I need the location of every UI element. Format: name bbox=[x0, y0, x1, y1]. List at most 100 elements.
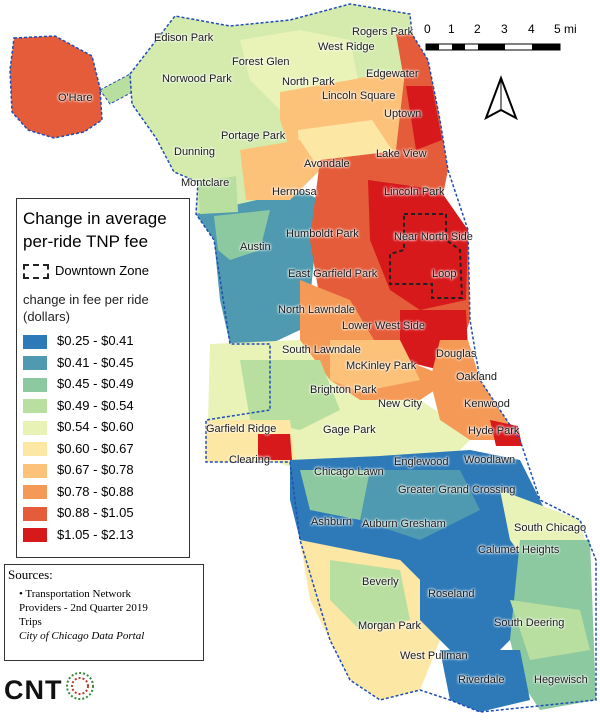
label-auburn-gresham: Auburn Gresham bbox=[362, 518, 446, 530]
label-dunning: Dunning bbox=[174, 146, 215, 158]
sources-body: • Transportation Network Providers - 2nd… bbox=[19, 588, 148, 642]
legend-downtown-zone: Downtown Zone bbox=[23, 263, 149, 280]
label-new-city: New City bbox=[378, 398, 423, 410]
scale-tick: 3 bbox=[501, 22, 508, 36]
scale-bar-labels: 0 1 2 3 4 5 mi bbox=[424, 22, 596, 56]
legend-swatch bbox=[23, 399, 47, 414]
legend-swatch bbox=[23, 420, 47, 435]
city-outline bbox=[129, 3, 597, 713]
label-portage-park: Portage Park bbox=[221, 130, 286, 142]
label-hegewisch: Hegewisch bbox=[534, 674, 588, 686]
label-lincoln-square: Lincoln Square bbox=[322, 90, 396, 102]
label-clearing: Clearing bbox=[229, 454, 270, 466]
label-hyde-park: Hyde Park bbox=[468, 425, 520, 437]
legend-class-label: $0.60 - $0.67 bbox=[57, 440, 134, 456]
legend-subtitle: change in fee per ride (dollars) bbox=[23, 292, 149, 324]
label-riverdale: Riverdale bbox=[458, 674, 505, 686]
brighton-green bbox=[240, 360, 340, 430]
legend-class-row: $1.05 - $2.13 bbox=[23, 527, 134, 545]
label-chicago-lawn: Chicago Lawn bbox=[314, 466, 384, 478]
label-east-garfield-park: East Garfield Park bbox=[288, 268, 378, 280]
label-brighton-park: Brighton Park bbox=[310, 384, 377, 396]
legend-class-row: $0.88 - $1.05 bbox=[23, 505, 134, 523]
label-englewood: Englewood bbox=[394, 456, 449, 468]
mckinley-orange bbox=[330, 340, 420, 392]
legend-class-label: $0.54 - $0.60 bbox=[57, 419, 134, 434]
hermosa-orange bbox=[240, 140, 320, 200]
legend-swatch bbox=[23, 442, 47, 457]
legend-class-row: $0.25 - $0.41 bbox=[23, 333, 134, 351]
label-uptown: Uptown bbox=[384, 108, 422, 120]
label-hermosa: Hermosa bbox=[272, 186, 317, 198]
label-gage-park: Gage Park bbox=[323, 424, 376, 436]
dashed-box-icon bbox=[23, 264, 49, 280]
label-edison-park: Edison Park bbox=[154, 32, 214, 44]
label-west-ridge: West Ridge bbox=[318, 41, 375, 53]
label-lincoln-park: Lincoln Park bbox=[384, 186, 445, 198]
south-teal bbox=[360, 470, 480, 540]
label-north-park: North Park bbox=[282, 76, 335, 88]
label-oakland: Oakland bbox=[456, 371, 497, 383]
legend-class-label: $0.25 - $0.41 bbox=[57, 333, 134, 348]
label-mckinley-park: McKinley Park bbox=[346, 360, 417, 372]
label-south-chicago: South Chicago bbox=[514, 522, 587, 534]
sources-box: Sources: • Transportation Network Provid… bbox=[4, 564, 204, 661]
label-ohare: O'Hare bbox=[58, 92, 93, 104]
label-montclare: Montclare bbox=[181, 177, 230, 189]
legend-swatch bbox=[23, 528, 47, 543]
roseland-blue bbox=[420, 560, 530, 650]
label-rogers-park: Rogers Park bbox=[352, 26, 414, 38]
montclare-green bbox=[198, 176, 238, 214]
scale-tick: 1 bbox=[448, 22, 455, 36]
uptown-red bbox=[406, 86, 442, 150]
label-lower-west-side: Lower West Side bbox=[342, 320, 425, 332]
legend-class-row: $0.49 - $0.54 bbox=[23, 398, 134, 416]
legend-class-row: $0.78 - $0.88 bbox=[23, 484, 134, 502]
label-lake-view: Lake View bbox=[376, 148, 427, 160]
label-greater-grand-crossing: Greater Grand Crossing bbox=[398, 484, 516, 496]
downtown-zone-outline bbox=[389, 213, 464, 299]
label-calumet-heights: Calumet Heights bbox=[478, 544, 560, 556]
legend-class-label: $0.88 - $1.05 bbox=[57, 505, 134, 520]
legend-swatch bbox=[23, 506, 47, 521]
scale-bar bbox=[425, 43, 561, 51]
scale-tick: 4 bbox=[528, 22, 535, 36]
label-kenwood: Kenwood bbox=[464, 398, 510, 410]
label-north-lawndale: North Lawndale bbox=[278, 304, 356, 316]
legend-swatch bbox=[23, 463, 47, 478]
legend-swatch bbox=[23, 334, 47, 349]
label-ashburn: Ashburn bbox=[311, 516, 352, 528]
west-side-green bbox=[214, 210, 270, 260]
scale-tick: 2 bbox=[474, 22, 481, 36]
legend-swatch bbox=[23, 377, 47, 392]
north-arrow-icon bbox=[484, 75, 518, 121]
legend-class-label: $1.05 - $2.13 bbox=[57, 526, 134, 542]
label-avondale: Avondale bbox=[304, 158, 350, 170]
label-douglas: Douglas bbox=[436, 348, 477, 360]
legend-class-label: $0.49 - $0.54 bbox=[57, 397, 134, 413]
riverdale-blue bbox=[440, 650, 530, 712]
logo-ring-icon bbox=[66, 672, 94, 700]
legend-class-label: $0.41 - $0.45 bbox=[57, 354, 134, 370]
label-forest-glen: Forest Glen bbox=[232, 56, 290, 68]
label-garfield-ridge: Garfield Ridge bbox=[206, 423, 277, 435]
south-deering-water bbox=[510, 600, 590, 660]
legend-class-label: $0.45 - $0.49 bbox=[57, 376, 134, 391]
label-humboldt-park: Humboldt Park bbox=[286, 228, 359, 240]
clearing-red bbox=[258, 434, 292, 460]
legend-class-row: $0.54 - $0.60 bbox=[23, 419, 134, 437]
label-edgewater: Edgewater bbox=[366, 68, 419, 80]
hyde-park-red bbox=[490, 420, 522, 446]
near-north-red bbox=[368, 180, 468, 310]
label-norwood-park: Norwood Park bbox=[162, 73, 232, 85]
cnt-logo: CNT bbox=[4, 675, 63, 705]
ohare-area bbox=[9, 35, 103, 139]
label-near-north-side: Near North Side bbox=[394, 231, 473, 243]
scale-tick: 0 bbox=[424, 22, 431, 36]
scale-tick: 5 mi bbox=[554, 22, 577, 36]
label-south-deering: South Deering bbox=[494, 617, 565, 629]
label-austin: Austin bbox=[240, 241, 271, 253]
legend-swatch bbox=[23, 485, 47, 500]
lakefront-south bbox=[430, 340, 520, 440]
